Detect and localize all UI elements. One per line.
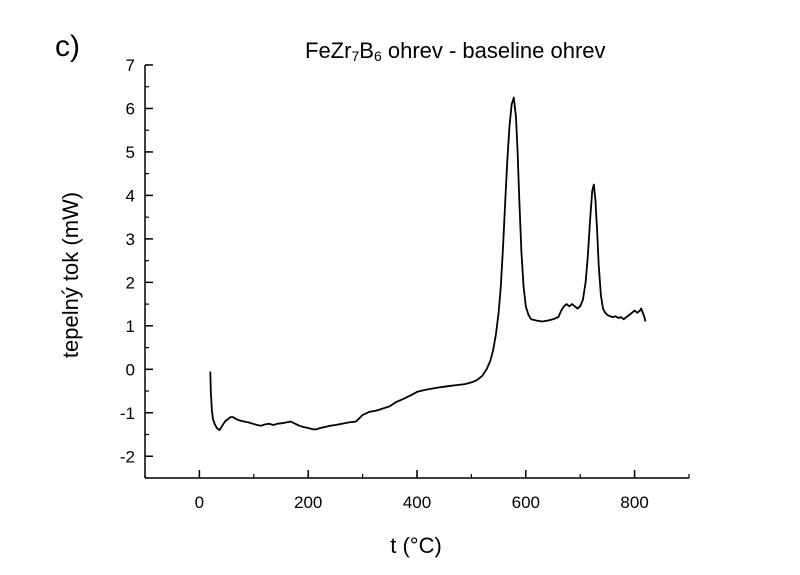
chart-title: FeZr7B6 ohrev - baseline ohrev <box>305 38 606 64</box>
plot-area <box>209 96 647 432</box>
y-tick-label: -1 <box>120 404 135 423</box>
x-tick-label: 800 <box>620 493 648 512</box>
y-axis-label: tepelný tok (mW) <box>58 192 83 358</box>
y-tick-label: 0 <box>126 360 135 379</box>
panel-label: c) <box>55 30 80 63</box>
y-tick-label: 4 <box>126 186 135 205</box>
axes: -2 -1 0 1 2 3 4 5 6 7 0 200 400 600 800 <box>120 56 690 512</box>
x-tick-label: 0 <box>195 493 204 512</box>
y-tick-label: -2 <box>120 447 135 466</box>
title-subscript-2: 6 <box>373 48 382 64</box>
x-tick-label: 200 <box>294 493 322 512</box>
title-subscript-1: 7 <box>351 48 360 64</box>
x-tick-label: 400 <box>403 493 431 512</box>
y-tick-label: 7 <box>126 56 135 75</box>
y-tick-label: 5 <box>126 143 135 162</box>
x-axis-label: t (°C) <box>390 533 442 558</box>
title-prefix: FeZr <box>305 38 352 63</box>
y-tick-label: 2 <box>126 273 135 292</box>
y-tick-label: 1 <box>126 317 135 336</box>
y-tick-label: 3 <box>126 230 135 249</box>
series-line <box>209 96 647 432</box>
y-tick-label: 6 <box>126 99 135 118</box>
title-suffix: ohrev - baseline ohrev <box>381 38 606 63</box>
title-mid: B <box>359 38 374 63</box>
x-tick-label: 600 <box>512 493 540 512</box>
